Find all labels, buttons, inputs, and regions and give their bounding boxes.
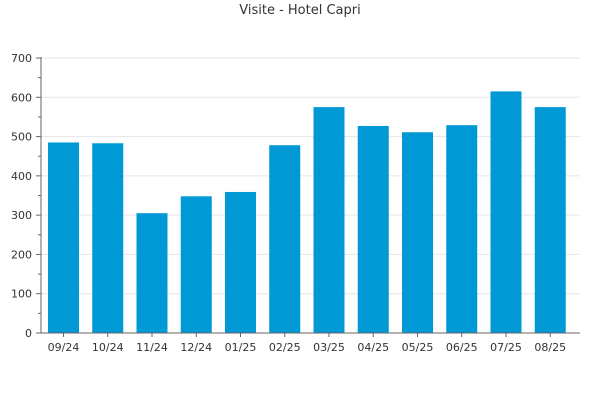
y-tick-label: 0: [25, 327, 32, 340]
bar-07/25: [490, 91, 522, 334]
x-tick-label: 11/24: [136, 341, 168, 354]
x-tick-label: 01/25: [225, 341, 257, 354]
y-tick-label: 500: [11, 131, 32, 144]
x-tick-label: 03/25: [313, 341, 345, 354]
x-tick-label: 04/25: [357, 341, 389, 354]
bar-05/25: [402, 132, 433, 333]
y-tick-label: 200: [11, 248, 32, 261]
y-tick-label: 300: [11, 209, 32, 222]
bar-06/25: [446, 125, 478, 333]
x-tick-label: 05/25: [402, 341, 434, 354]
y-tick-label: 100: [11, 288, 32, 301]
bar-04/25: [357, 125, 389, 333]
x-tick-label: 09/24: [48, 341, 80, 354]
bar-03/25: [313, 107, 345, 333]
bar-10/24: [92, 143, 124, 333]
x-tick-label: 12/24: [180, 341, 212, 354]
y-tick-label: 400: [11, 170, 32, 183]
bar-02/25: [269, 145, 301, 333]
x-tick-label: 02/25: [269, 341, 301, 354]
x-tick-label: 08/25: [534, 341, 566, 354]
x-tick-label: 07/25: [490, 341, 522, 354]
bar-11/24: [136, 213, 168, 333]
x-tick-label: 10/24: [92, 341, 124, 354]
bar-09/24: [48, 142, 79, 333]
bar-12/24: [180, 196, 212, 333]
bar-08/25: [534, 107, 566, 333]
y-tick-label: 700: [11, 52, 32, 65]
x-tick-label: 06/25: [446, 341, 478, 354]
chart-title: Visite - Hotel Capri: [239, 3, 361, 18]
bar-01/25: [225, 191, 256, 333]
y-tick-label: 600: [11, 91, 32, 104]
